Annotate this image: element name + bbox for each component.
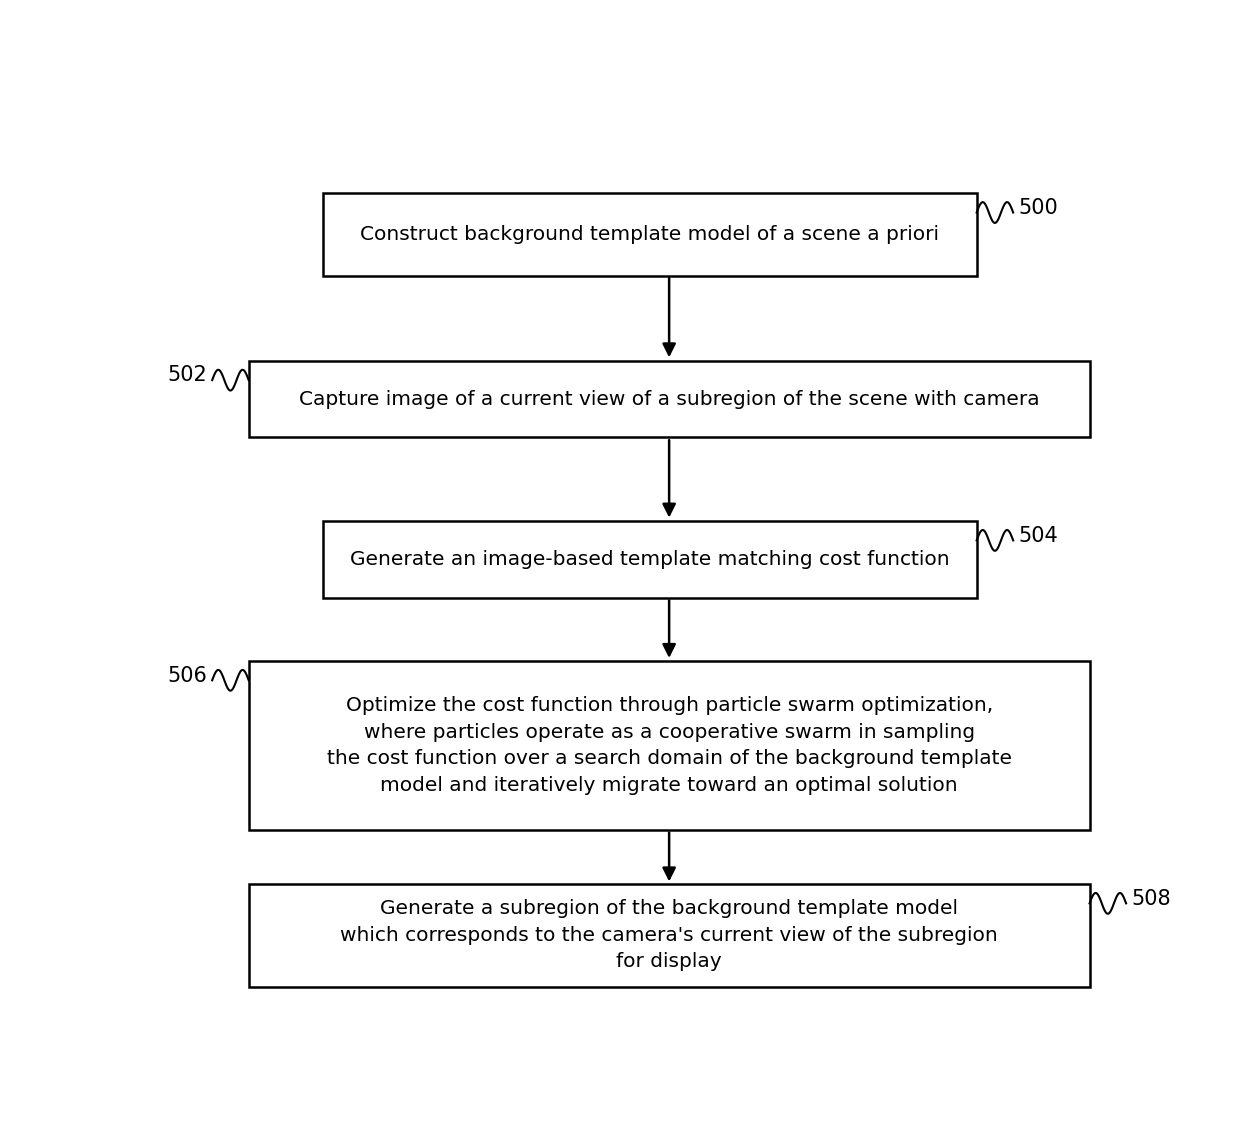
- Text: 500: 500: [1018, 198, 1058, 218]
- FancyBboxPatch shape: [324, 521, 977, 597]
- Text: Generate a subregion of the background template model
which corresponds to the c: Generate a subregion of the background t…: [340, 899, 998, 971]
- FancyBboxPatch shape: [249, 662, 1090, 830]
- FancyBboxPatch shape: [249, 361, 1090, 438]
- Text: Construct background template model of a scene a priori: Construct background template model of a…: [361, 225, 940, 244]
- Text: 506: 506: [167, 666, 207, 685]
- FancyBboxPatch shape: [324, 193, 977, 276]
- Text: Optimize the cost function through particle swarm optimization,
where particles : Optimize the cost function through parti…: [326, 696, 1012, 795]
- FancyBboxPatch shape: [249, 884, 1090, 987]
- Text: 502: 502: [167, 366, 207, 386]
- Text: 504: 504: [1018, 525, 1058, 546]
- Text: 508: 508: [1131, 889, 1171, 909]
- Text: Capture image of a current view of a subregion of the scene with camera: Capture image of a current view of a sub…: [299, 389, 1039, 408]
- Text: Generate an image-based template matching cost function: Generate an image-based template matchin…: [350, 550, 950, 569]
